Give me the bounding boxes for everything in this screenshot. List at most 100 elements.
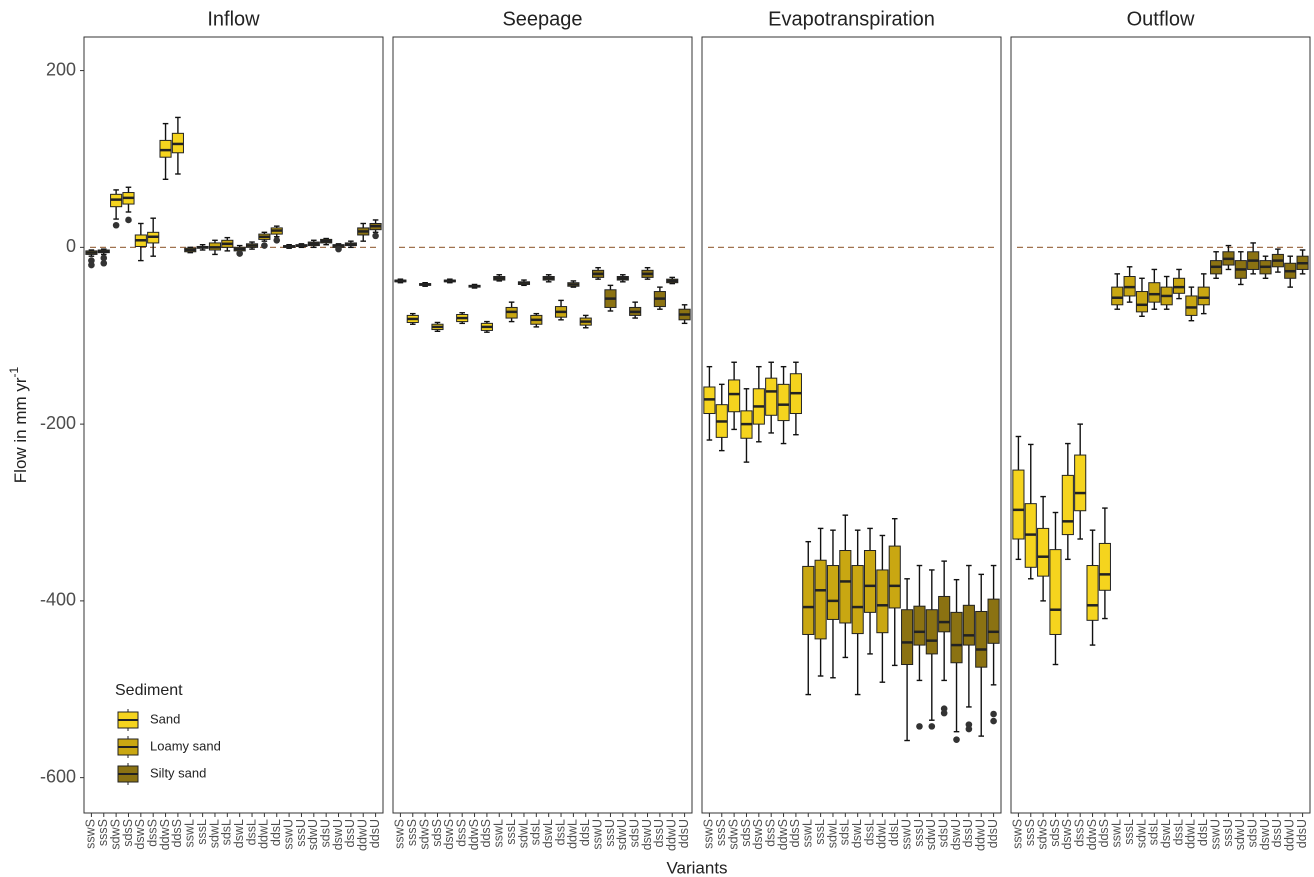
x-tick-label: sssU xyxy=(1221,819,1235,847)
x-tick-label: sdwS xyxy=(726,819,740,850)
box xyxy=(863,550,877,613)
x-tick-label: sssU xyxy=(294,819,308,847)
x-tick-label: ddsL xyxy=(1196,819,1210,846)
x-tick-label: sswS xyxy=(84,819,98,849)
outlier xyxy=(125,216,132,224)
x-tick-label: ddsS xyxy=(170,819,184,848)
x-tick-label: sdsU xyxy=(627,819,641,847)
x-tick-label: sdwL xyxy=(207,819,221,848)
panel xyxy=(1010,36,1311,814)
x-tick-label: sswL xyxy=(1110,819,1124,848)
outlier xyxy=(990,717,997,725)
x-tick-label: sssL xyxy=(813,819,827,845)
box xyxy=(975,610,988,668)
y-tick-label: -400 xyxy=(40,590,76,610)
x-tick-label: dswL xyxy=(541,819,555,848)
x-tick-label: ddwS xyxy=(1085,819,1099,850)
outlier xyxy=(236,250,243,257)
outlier xyxy=(372,232,379,240)
x-tick-label: ddsL xyxy=(578,819,592,846)
outlier xyxy=(100,259,108,267)
x-tick-label: dssL xyxy=(244,819,258,845)
facet-title: Evapotranspiration xyxy=(768,8,935,30)
box xyxy=(1098,542,1111,591)
box xyxy=(962,604,975,646)
x-tick-label: dswS xyxy=(751,819,765,850)
y-tick-label: 0 xyxy=(66,236,76,256)
x-tick-label: sdwU xyxy=(1233,819,1247,850)
x-tick-label: sssS xyxy=(96,819,110,846)
x-tick-label: ddsU xyxy=(1295,819,1309,848)
panel xyxy=(701,36,1002,814)
x-tick-label: ddwU xyxy=(356,819,370,851)
x-tick-label: sdsS xyxy=(430,819,444,847)
box xyxy=(901,609,914,666)
x-tick-label: dswS xyxy=(1060,819,1074,850)
x-tick-label: sswS xyxy=(702,819,716,849)
x-tick-label: sdsS xyxy=(1048,819,1062,847)
box xyxy=(1049,549,1062,635)
x-tick-label: ddsS xyxy=(1097,819,1111,848)
x-tick-label: sdsU xyxy=(318,819,332,847)
y-axis-title-text: Flow in mm yr xyxy=(11,377,30,483)
x-tick-label: sdwU xyxy=(924,819,938,850)
facet-title: Outflow xyxy=(1127,8,1195,30)
box xyxy=(1037,527,1050,577)
box xyxy=(814,559,827,640)
x-tick-label: dswS xyxy=(133,819,147,850)
outlier xyxy=(990,710,997,718)
box xyxy=(1197,286,1210,306)
x-tick-label: sdsL xyxy=(1147,819,1161,845)
x-tick-label: dssS xyxy=(763,819,777,847)
box xyxy=(728,379,741,413)
x-tick-label: ddwU xyxy=(974,819,988,851)
x-tick-label: sdsL xyxy=(838,819,852,845)
facet-title: Inflow xyxy=(207,8,260,30)
x-tick-label: sdsS xyxy=(121,819,135,847)
outlier xyxy=(273,236,281,244)
outlier xyxy=(88,261,95,269)
x-tick-label: sdsS xyxy=(739,819,753,847)
x-tick-label: ddwL xyxy=(1184,819,1198,849)
x-tick-label: dssS xyxy=(454,819,468,847)
x-tick-label: sswS xyxy=(1011,819,1025,849)
y-axis-title: Flow in mm yr-1 xyxy=(7,366,30,483)
x-tick-label: dswU xyxy=(640,819,654,850)
x-tick-label: sdsU xyxy=(1245,819,1259,847)
box xyxy=(802,565,815,635)
outlier xyxy=(928,723,936,730)
box xyxy=(888,545,901,609)
x-tick-label: dssL xyxy=(553,819,567,845)
x-tick-label: dssU xyxy=(343,819,357,847)
x-tick-label: dswU xyxy=(1258,819,1272,850)
x-tick-label: ddsS xyxy=(479,819,493,848)
x-tick-label: sdwS xyxy=(417,819,431,850)
box xyxy=(1135,291,1149,313)
box xyxy=(1061,474,1074,536)
box xyxy=(765,377,778,416)
x-axis-title: Variants xyxy=(666,858,727,877)
box xyxy=(938,595,951,633)
box xyxy=(876,569,889,634)
x-tick-label: dswS xyxy=(442,819,456,850)
x-tick-label: ddwS xyxy=(158,819,172,850)
x-tick-label: dswU xyxy=(331,819,345,850)
y-tick-label: 200 xyxy=(46,59,76,79)
x-tick-label: dswL xyxy=(1159,819,1173,848)
x-tick-label: dssS xyxy=(1072,819,1086,847)
x-tick-label: ddwS xyxy=(467,819,481,850)
panel xyxy=(392,36,693,814)
facet-title: Seepage xyxy=(502,8,582,30)
x-tick-label: dssS xyxy=(145,819,159,847)
x-tick-label: dssU xyxy=(652,819,666,847)
legend-title: Sediment xyxy=(115,682,183,699)
x-tick-label: ddwS xyxy=(776,819,790,850)
box xyxy=(159,139,172,158)
box xyxy=(913,605,926,646)
outlier xyxy=(335,245,342,253)
x-tick-label: sdsU xyxy=(936,819,950,847)
x-tick-label: sssL xyxy=(195,819,209,845)
x-tick-label: dssU xyxy=(1270,819,1284,847)
x-tick-label: sssU xyxy=(603,819,617,847)
